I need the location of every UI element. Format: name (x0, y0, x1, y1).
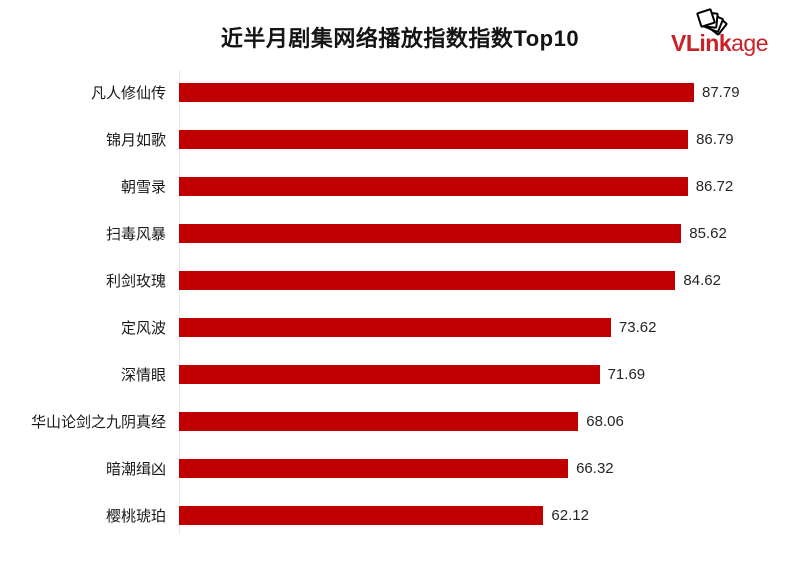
vlinkage-logo: VLinkage (671, 7, 779, 55)
bar-area: 68.06 (179, 412, 624, 431)
value-label: 62.12 (551, 507, 589, 524)
category-label: 樱桃琥珀 (105, 508, 166, 525)
bar (179, 412, 579, 431)
logo-text-bold: VLink (671, 30, 732, 56)
bar (179, 365, 600, 384)
bar-area: 62.12 (179, 506, 589, 525)
bar-area: 66.32 (179, 459, 614, 478)
logo-wordmark: VLinkage (671, 32, 768, 55)
bar-area: 85.62 (179, 224, 727, 243)
bar (179, 318, 611, 337)
bar (179, 506, 544, 525)
category-label: 朝雪录 (120, 179, 166, 196)
value-label: 85.62 (689, 225, 727, 242)
bar (179, 83, 694, 102)
bar-row: 凡人修仙传 87.79 (0, 69, 800, 116)
value-label: 84.62 (683, 272, 721, 289)
bar (179, 224, 682, 243)
value-label: 71.69 (607, 366, 646, 383)
bar-row: 樱桃琥珀 62.12 (0, 492, 800, 539)
bar-row: 定风波 73.62 (0, 304, 800, 351)
bar-row: 扫毒风暴 85.62 (0, 210, 800, 257)
category-label: 定风波 (120, 320, 166, 337)
value-label: 73.62 (618, 319, 657, 336)
bar (179, 177, 688, 196)
bar-area: 84.62 (179, 271, 721, 290)
bar (179, 130, 689, 149)
category-label: 扫毒风暴 (105, 226, 166, 243)
value-label: 87.79 (702, 84, 740, 101)
bar-area: 71.69 (179, 365, 645, 384)
bar-area: 86.79 (179, 130, 734, 149)
y-axis-line (179, 70, 180, 534)
bar (179, 459, 569, 478)
bar-row: 朝雪录 86.72 (0, 163, 800, 210)
bar-area: 87.79 (179, 83, 740, 102)
value-label: 86.79 (696, 131, 734, 148)
bar-rows-container: 凡人修仙传 87.79 锦月如歌 86.79 朝雪录 86.72 扫毒风暴 85… (0, 69, 800, 539)
category-label: 凡人修仙传 (90, 85, 166, 102)
logo-text-light: age (731, 30, 768, 56)
bar-row: 华山论剑之九阴真经 68.06 (0, 398, 800, 445)
bar-area: 73.62 (179, 318, 656, 337)
value-label: 68.06 (586, 413, 624, 430)
category-label: 深情眼 (120, 367, 166, 384)
bar (179, 271, 676, 290)
bar-row: 利剑玫瑰 84.62 (0, 257, 800, 304)
bar-row: 锦月如歌 86.79 (0, 116, 800, 163)
bar-row: 深情眼 71.69 (0, 351, 800, 398)
value-label: 86.72 (695, 178, 734, 195)
chart-title: 近半月剧集网络播放指数指数Top10 (220, 26, 580, 51)
category-label: 利剑玫瑰 (105, 273, 166, 290)
bar-row: 暗潮缉凶 66.32 (0, 445, 800, 492)
category-label: 华山论剑之九阴真经 (30, 414, 166, 431)
category-label: 锦月如歌 (105, 132, 166, 149)
category-label: 暗潮缉凶 (105, 461, 166, 478)
value-label: 66.32 (576, 460, 614, 477)
bar-area: 86.72 (179, 177, 733, 196)
